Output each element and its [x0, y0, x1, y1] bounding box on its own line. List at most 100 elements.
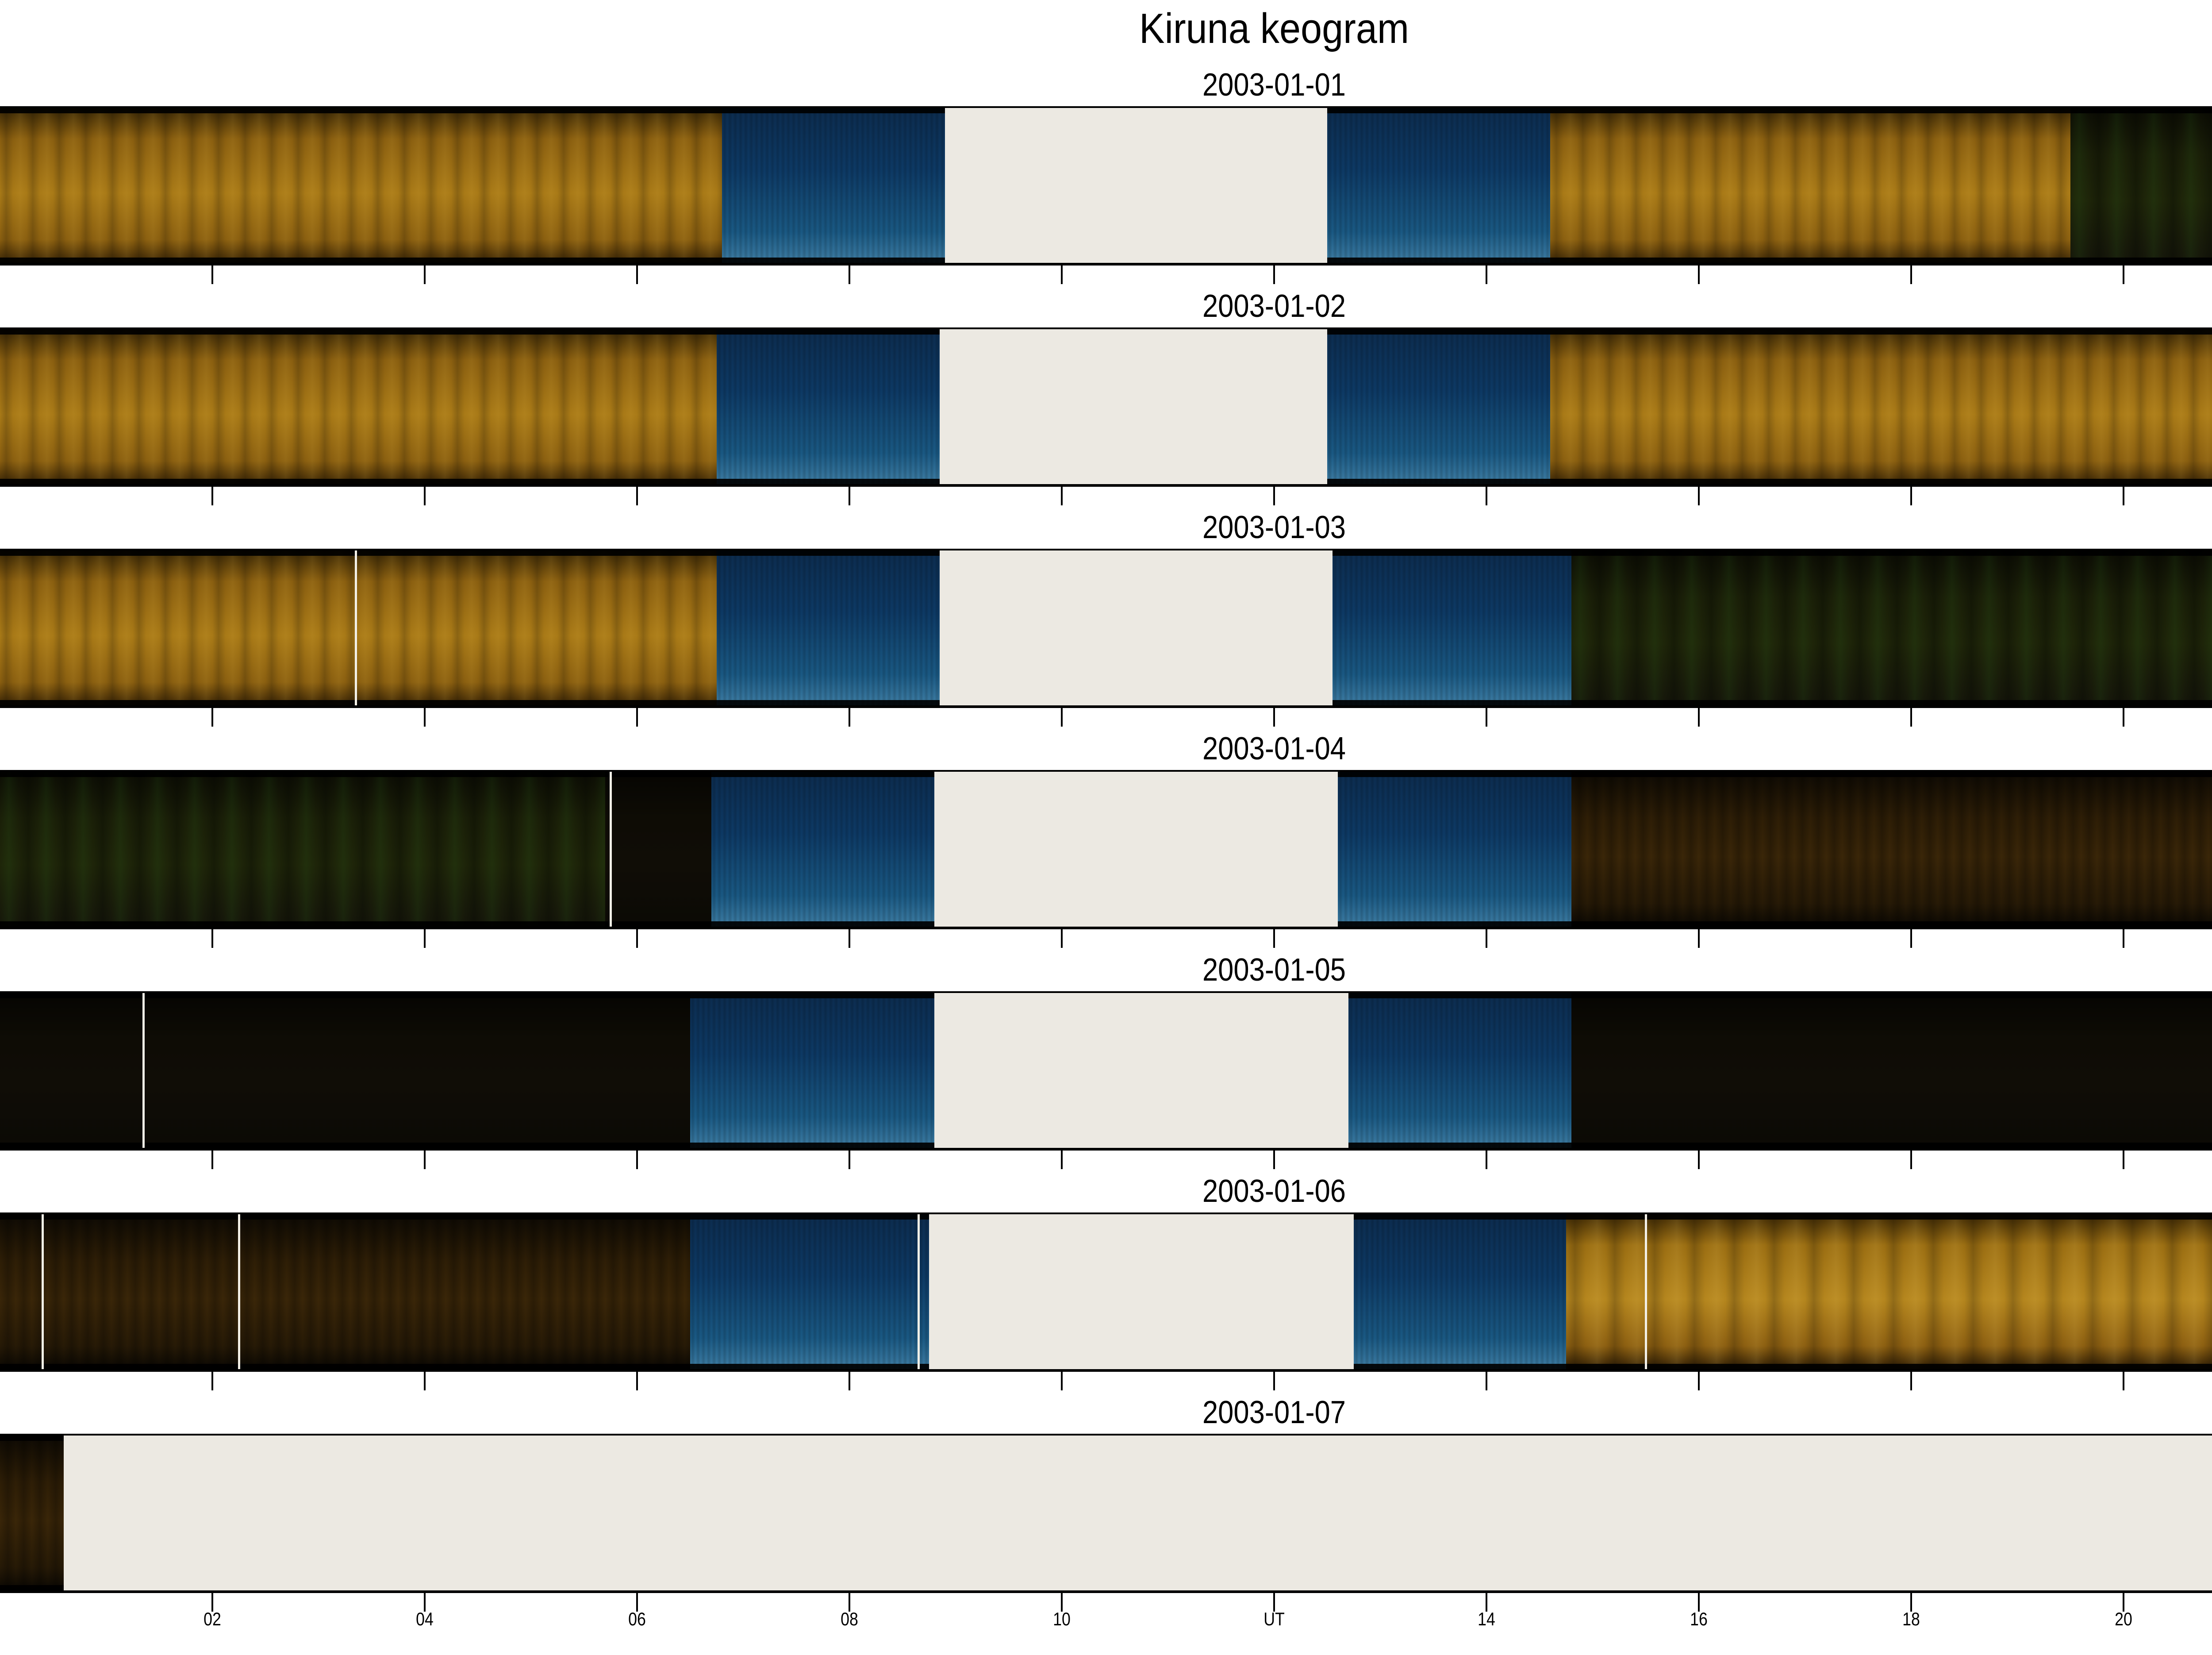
x-axis-tick: [1486, 1151, 1487, 1169]
keogram-strip: [0, 991, 2212, 1151]
keogram-segment-amber: [0, 329, 717, 484]
x-axis-tick: [1698, 1151, 1700, 1169]
saturation-streak: [918, 1214, 920, 1369]
keogram-segment-twilight-blue: [690, 993, 934, 1148]
x-tick-label: 04: [416, 1609, 434, 1629]
keogram-strip: [0, 770, 2212, 929]
saturation-streak: [355, 550, 357, 705]
keogram-segment-amber: [1550, 329, 2212, 484]
x-axis-tick: [1910, 929, 1912, 948]
x-axis-tick: [2123, 929, 2124, 948]
x-tick-label: 20: [2115, 1609, 2132, 1629]
no-data-region: [940, 329, 1327, 484]
x-axis-tick: [636, 1593, 638, 1612]
x-axis-tick: [1698, 487, 1700, 505]
x-axis-tick: [636, 1372, 638, 1390]
keogram-panel: 2003-01-03NorthSouth: [0, 510, 2212, 770]
x-axis-tick: [849, 1372, 850, 1390]
x-axis-tick: [636, 487, 638, 505]
x-tick-label: 08: [841, 1609, 858, 1629]
keogram-segment-dark: [1571, 993, 2212, 1148]
no-data-region: [934, 772, 1338, 927]
x-axis-tick: [2123, 1593, 2124, 1612]
panel-date-label: 2003-01-02: [1202, 289, 1346, 324]
x-axis-tick: [636, 929, 638, 948]
x-axis-tick: [1061, 487, 1063, 505]
keogram-segment-amber: [1550, 108, 2070, 263]
x-axis-tick: [1273, 266, 1275, 284]
x-axis-tick: [849, 266, 850, 284]
panel-date-label: 2003-01-04: [1202, 731, 1346, 766]
x-tick-label: UT: [1263, 1609, 1285, 1629]
keogram-panel: 2003-01-01NorthSouth: [0, 67, 2212, 327]
keogram-segment-dark-amber: [0, 1214, 690, 1369]
keogram-segment-twilight-blue: [1338, 772, 1571, 927]
keogram-strip: [0, 327, 2212, 487]
x-axis-tick: [636, 1151, 638, 1169]
x-axis-tick: [849, 1151, 850, 1169]
x-tick-label: 18: [1902, 1609, 1920, 1629]
x-axis-tick: [424, 1151, 426, 1169]
keogram-segment-dark-amber: [1571, 772, 2212, 927]
saturation-streak: [238, 1214, 240, 1369]
keogram-segment-twilight-blue: [717, 329, 940, 484]
x-axis-tick: [849, 1593, 850, 1612]
x-axis-tick: [211, 1593, 213, 1612]
x-axis-tick: [1486, 929, 1487, 948]
x-axis-tick: [1910, 487, 1912, 505]
keogram-strip: [0, 106, 2212, 266]
x-axis-tick: [211, 266, 213, 284]
keogram-segment-twilight-blue: [690, 1214, 929, 1369]
x-axis-tick: [1486, 708, 1487, 727]
panel-date-label: 2003-01-06: [1202, 1174, 1346, 1209]
no-data-region: [64, 1436, 2212, 1590]
x-axis-tick: [2123, 487, 2124, 505]
no-data-region: [934, 993, 1348, 1148]
keogram-segment-twilight-blue: [1333, 550, 1571, 705]
x-axis-tick: [1061, 1593, 1063, 1612]
x-axis-tick: [424, 1593, 426, 1612]
x-axis-tick: [211, 1151, 213, 1169]
x-axis-tick: [1698, 929, 1700, 948]
x-axis-tick: [1486, 266, 1487, 284]
x-tick-label: 06: [628, 1609, 646, 1629]
x-axis-tick: [1273, 1151, 1275, 1169]
x-axis-tick: [1698, 1372, 1700, 1390]
x-axis-tick: [1273, 708, 1275, 727]
x-axis-tick: [636, 266, 638, 284]
keogram-panel: 2003-01-02NorthSouth: [0, 289, 2212, 549]
chart-title: Kiruna keogram: [1139, 5, 1409, 52]
x-axis-tick: [1486, 1593, 1487, 1612]
x-axis-tick: [424, 1372, 426, 1390]
x-axis-tick: [1061, 929, 1063, 948]
x-tick-label: 14: [1478, 1609, 1495, 1629]
saturation-streak: [142, 993, 145, 1148]
x-axis-tick: [424, 487, 426, 505]
keogram-segment-amber-bright: [1566, 1214, 2212, 1369]
keogram-strip: [0, 1212, 2212, 1372]
x-axis-tick: [1910, 1372, 1912, 1390]
keogram-segment-dark-green: [2070, 108, 2212, 263]
x-axis-tick: [849, 487, 850, 505]
x-axis-tick: [211, 487, 213, 505]
keogram-strip: [0, 549, 2212, 708]
keogram-panel: 2003-01-04NorthSouth: [0, 731, 2212, 991]
x-axis-tick: [1910, 1151, 1912, 1169]
keogram-segment-amber: [0, 108, 722, 263]
x-axis-tick: [1910, 266, 1912, 284]
x-axis-tick: [849, 929, 850, 948]
x-axis-tick: [1910, 708, 1912, 727]
keogram-segment-twilight-blue: [1354, 1214, 1566, 1369]
keogram-segment-twilight-blue: [1327, 329, 1550, 484]
keogram-segment-twilight-blue: [1348, 993, 1571, 1148]
keogram-panel: 2003-01-05NorthSouth: [0, 952, 2212, 1212]
panel-date-label: 2003-01-01: [1202, 67, 1346, 103]
panel-date-label: 2003-01-07: [1202, 1395, 1346, 1430]
x-axis-tick: [636, 708, 638, 727]
x-axis-tick: [211, 1372, 213, 1390]
x-axis-tick: [1061, 266, 1063, 284]
no-data-region: [940, 550, 1333, 705]
keogram-segment-twilight-blue: [722, 108, 945, 263]
x-axis-tick: [2123, 1151, 2124, 1169]
x-axis-tick: [2123, 708, 2124, 727]
